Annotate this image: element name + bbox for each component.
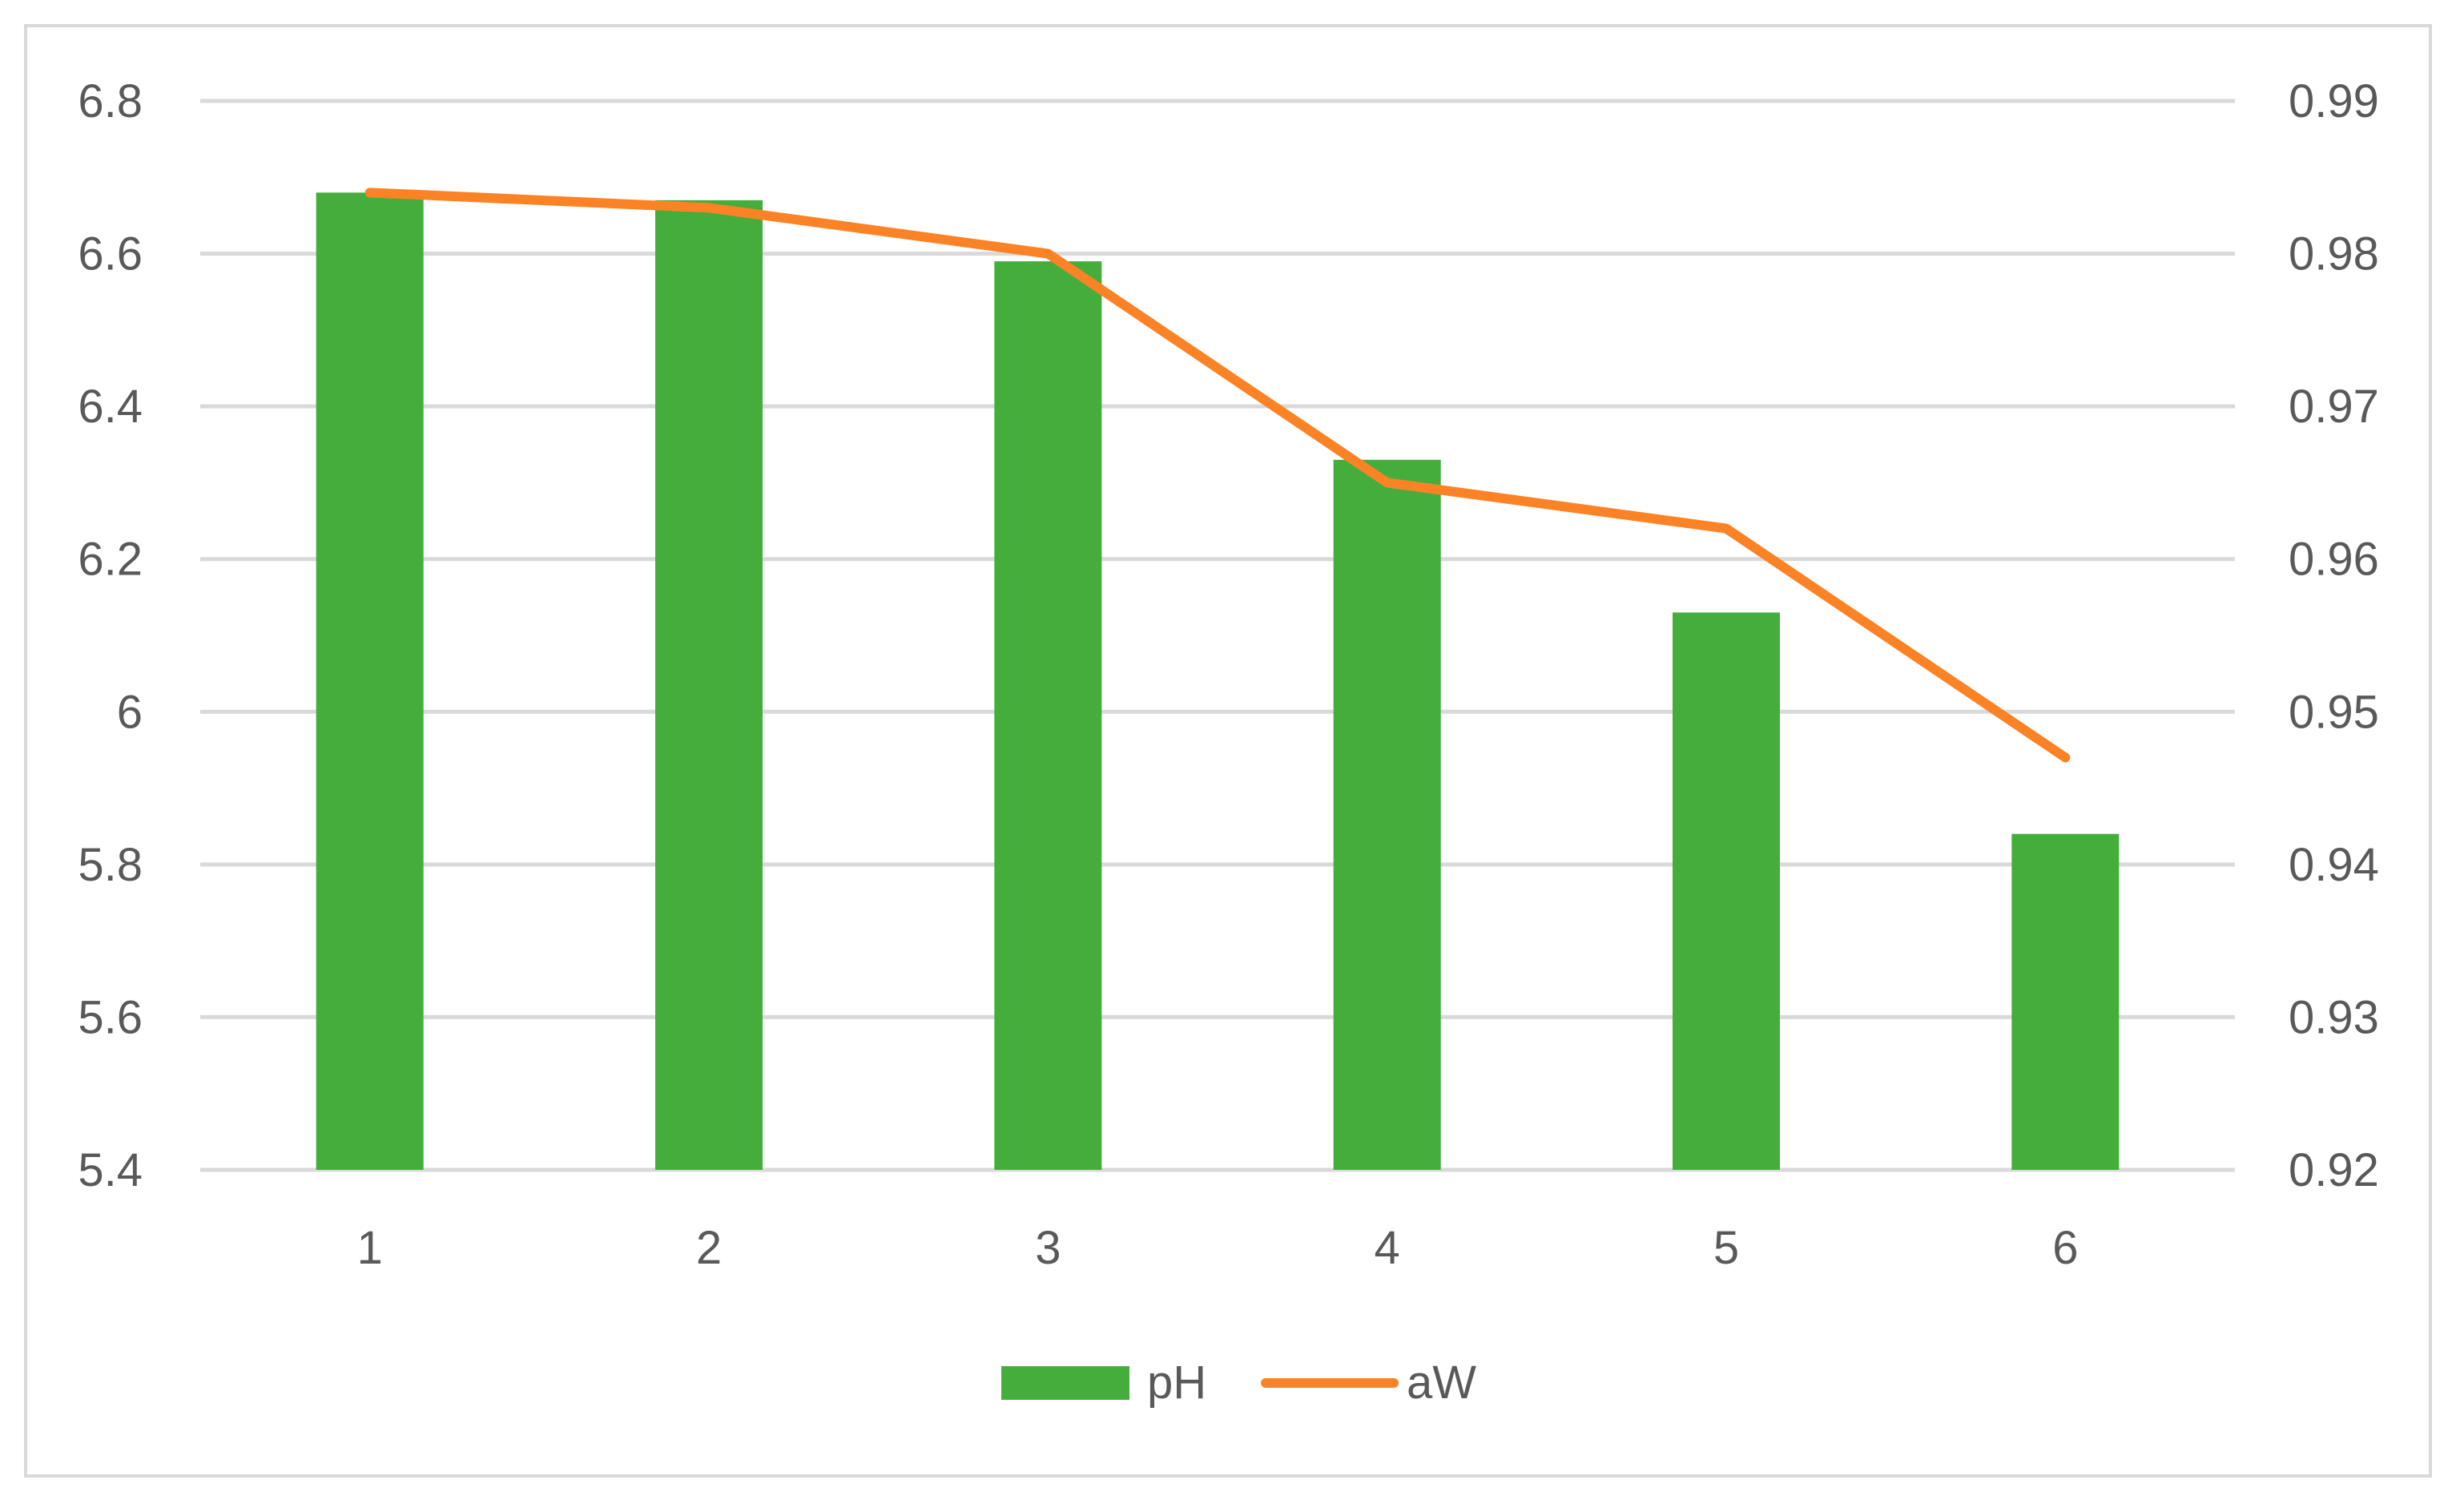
right-y-tick-label: 0.93	[2289, 991, 2379, 1043]
ph-bar	[316, 192, 424, 1170]
ph-bar	[1673, 612, 1780, 1170]
x-tick-label: 2	[696, 1222, 722, 1274]
x-axis: 1 2 3 4 5 6	[357, 1222, 2079, 1274]
chart-frame	[24, 24, 2432, 1478]
ph-bar	[655, 200, 763, 1170]
right-y-tick-label: 0.96	[2289, 534, 2379, 586]
gridlines	[200, 99, 2235, 1172]
ph-bars	[316, 192, 2120, 1171]
left-y-tick-label: 6	[117, 686, 143, 738]
aw-line	[364, 187, 2071, 763]
ph-bar	[1333, 459, 1441, 1170]
right-y-tick-label: 0.92	[2289, 1144, 2379, 1196]
x-tick-label: 6	[2052, 1222, 2078, 1274]
left-y-tick-label: 5.8	[78, 839, 143, 891]
aw-line-series	[364, 187, 2071, 763]
x-tick-label: 4	[1375, 1222, 1400, 1274]
left-y-tick-label: 5.4	[78, 1144, 143, 1196]
right-y-tick-label: 0.97	[2289, 381, 2379, 433]
legend: pH aW	[1001, 1357, 1476, 1409]
x-tick-label: 3	[1035, 1222, 1061, 1274]
right-y-tick-label: 0.98	[2289, 228, 2379, 280]
right-y-axis: 0.92 0.93 0.94 0.95 0.96 0.97 0.98 0.99	[2289, 75, 2379, 1196]
left-y-tick-label: 6.6	[78, 228, 143, 280]
left-y-tick-label: 6.2	[78, 534, 143, 586]
legend-ph-label: pH	[1147, 1357, 1206, 1409]
right-y-tick-label: 0.95	[2289, 686, 2379, 738]
left-y-axis: 5.4 5.6 5.8 6 6.2 6.4 6.6 6.8	[78, 75, 143, 1196]
ph-bar	[2011, 833, 2120, 1170]
left-y-tick-label: 6.8	[78, 75, 143, 127]
x-tick-label: 5	[1713, 1222, 1739, 1274]
x-tick-label: 1	[357, 1222, 383, 1274]
left-y-tick-label: 5.6	[78, 991, 143, 1043]
right-y-tick-label: 0.94	[2289, 839, 2379, 891]
left-y-tick-label: 6.4	[78, 381, 143, 433]
ph-bar	[994, 261, 1102, 1171]
legend-ph-swatch	[1001, 1366, 1129, 1400]
right-y-tick-label: 0.99	[2289, 75, 2379, 127]
legend-aw-label: aW	[1407, 1357, 1476, 1409]
